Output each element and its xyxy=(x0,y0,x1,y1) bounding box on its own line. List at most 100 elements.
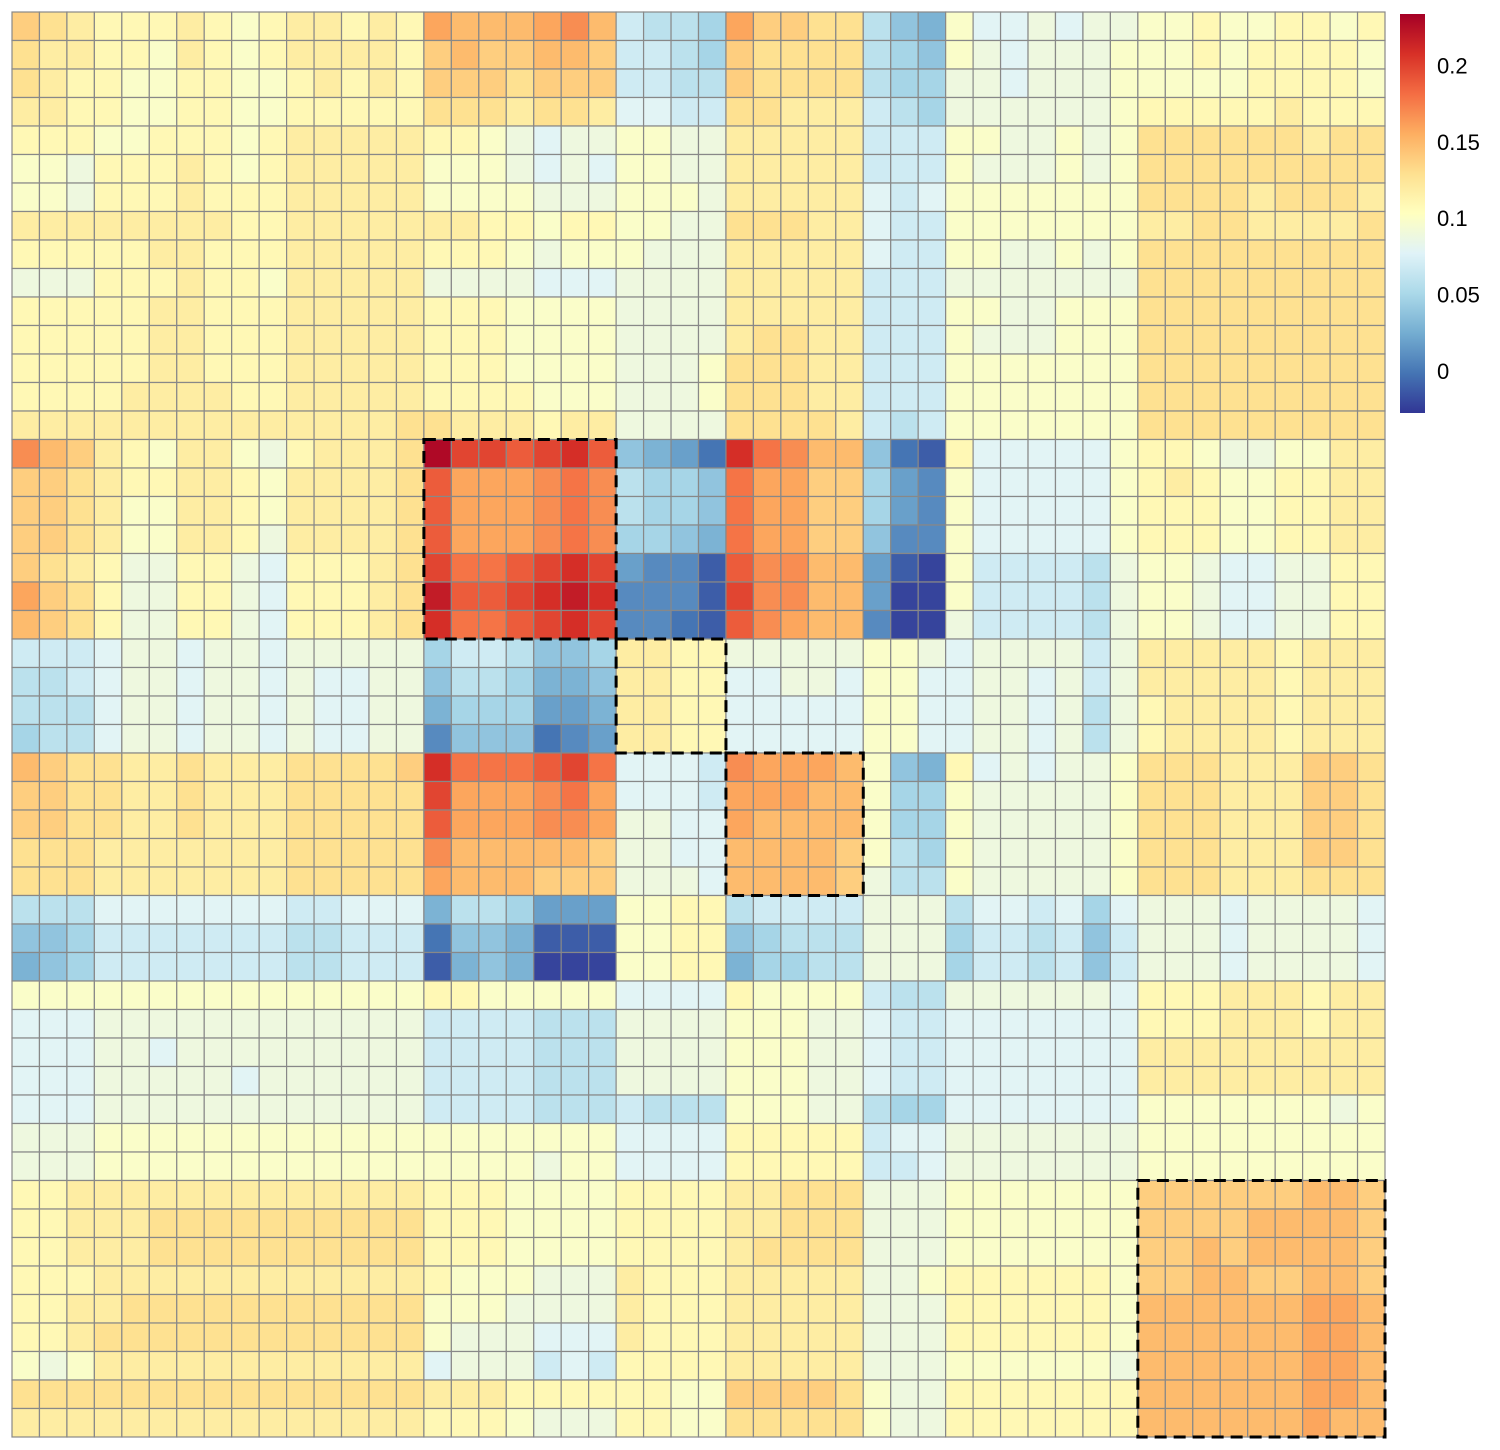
cell xyxy=(1356,353,1386,384)
cell xyxy=(588,353,617,384)
cell xyxy=(423,638,452,669)
cell xyxy=(1302,1322,1331,1353)
cell xyxy=(93,524,123,555)
cell xyxy=(1219,1151,1249,1182)
highlight-box xyxy=(614,637,728,755)
cell xyxy=(972,723,1002,754)
cell xyxy=(807,894,837,925)
cell xyxy=(368,324,398,355)
cell xyxy=(835,1094,864,1125)
cell xyxy=(1054,182,1084,213)
cell xyxy=(725,96,755,127)
cell xyxy=(1109,1122,1139,1153)
cell xyxy=(588,695,617,726)
cell xyxy=(176,780,205,811)
cell xyxy=(615,1037,645,1068)
cell xyxy=(66,267,95,298)
cell xyxy=(1082,866,1111,897)
cell xyxy=(972,153,1002,184)
cell xyxy=(423,1094,452,1125)
cell xyxy=(121,866,150,897)
cell xyxy=(505,866,535,897)
cell xyxy=(148,182,178,213)
cell xyxy=(999,11,1029,42)
cell xyxy=(1109,1094,1139,1125)
cell xyxy=(1219,1322,1249,1353)
cell xyxy=(1137,324,1166,355)
cell xyxy=(1329,353,1359,384)
cell xyxy=(972,609,1002,640)
cell xyxy=(615,894,645,925)
cell xyxy=(313,809,343,840)
cell xyxy=(1109,752,1139,783)
cell xyxy=(1082,723,1111,754)
cell xyxy=(1274,381,1304,412)
cell xyxy=(478,324,507,355)
cell xyxy=(1109,695,1139,726)
cell xyxy=(945,125,974,156)
cell xyxy=(1274,296,1304,327)
cell xyxy=(66,1151,95,1182)
cell xyxy=(752,1236,782,1267)
cell xyxy=(423,410,452,441)
cell xyxy=(1164,1208,1194,1239)
cell xyxy=(1027,723,1057,754)
cell xyxy=(560,1293,590,1324)
cell xyxy=(725,723,755,754)
cell xyxy=(38,410,68,441)
cell xyxy=(835,39,864,70)
cell xyxy=(780,638,809,669)
cell xyxy=(66,894,95,925)
cell xyxy=(231,1265,260,1296)
cell xyxy=(945,1151,974,1182)
cell xyxy=(1356,381,1386,412)
cell xyxy=(780,1293,809,1324)
cell xyxy=(340,68,370,99)
cell xyxy=(450,39,480,70)
cell xyxy=(258,210,288,241)
cell xyxy=(368,524,398,555)
cell xyxy=(1247,609,1276,640)
cell xyxy=(395,809,425,840)
cell xyxy=(945,1350,974,1381)
cell xyxy=(862,923,892,954)
cell xyxy=(752,581,782,612)
cell xyxy=(725,923,755,954)
cell xyxy=(1356,1037,1386,1068)
cell xyxy=(286,1236,315,1267)
cell xyxy=(560,1179,590,1210)
cell xyxy=(642,1008,672,1039)
cell xyxy=(1109,410,1139,441)
cell xyxy=(588,1379,617,1410)
cell xyxy=(1164,695,1194,726)
cell xyxy=(1027,1407,1057,1438)
cell xyxy=(835,1037,864,1068)
cell xyxy=(38,324,68,355)
cell xyxy=(835,438,864,469)
cell xyxy=(1137,239,1166,270)
cell xyxy=(642,296,672,327)
cell xyxy=(1082,96,1111,127)
cell xyxy=(38,609,68,640)
cell xyxy=(368,438,398,469)
cell xyxy=(1164,1379,1194,1410)
cell xyxy=(1192,1037,1221,1068)
cell xyxy=(66,1008,95,1039)
cell xyxy=(560,809,590,840)
cell xyxy=(890,239,919,270)
cell xyxy=(835,125,864,156)
cell xyxy=(368,1407,398,1438)
cell xyxy=(697,495,727,526)
cell xyxy=(999,752,1029,783)
cell xyxy=(1356,780,1386,811)
cell xyxy=(66,1094,95,1125)
cell xyxy=(286,239,315,270)
cell xyxy=(368,951,398,982)
cell xyxy=(780,210,809,241)
cell xyxy=(176,324,205,355)
cell xyxy=(450,1407,480,1438)
cell xyxy=(670,1151,700,1182)
cell xyxy=(697,1322,727,1353)
cell xyxy=(642,153,672,184)
cell xyxy=(478,752,507,783)
